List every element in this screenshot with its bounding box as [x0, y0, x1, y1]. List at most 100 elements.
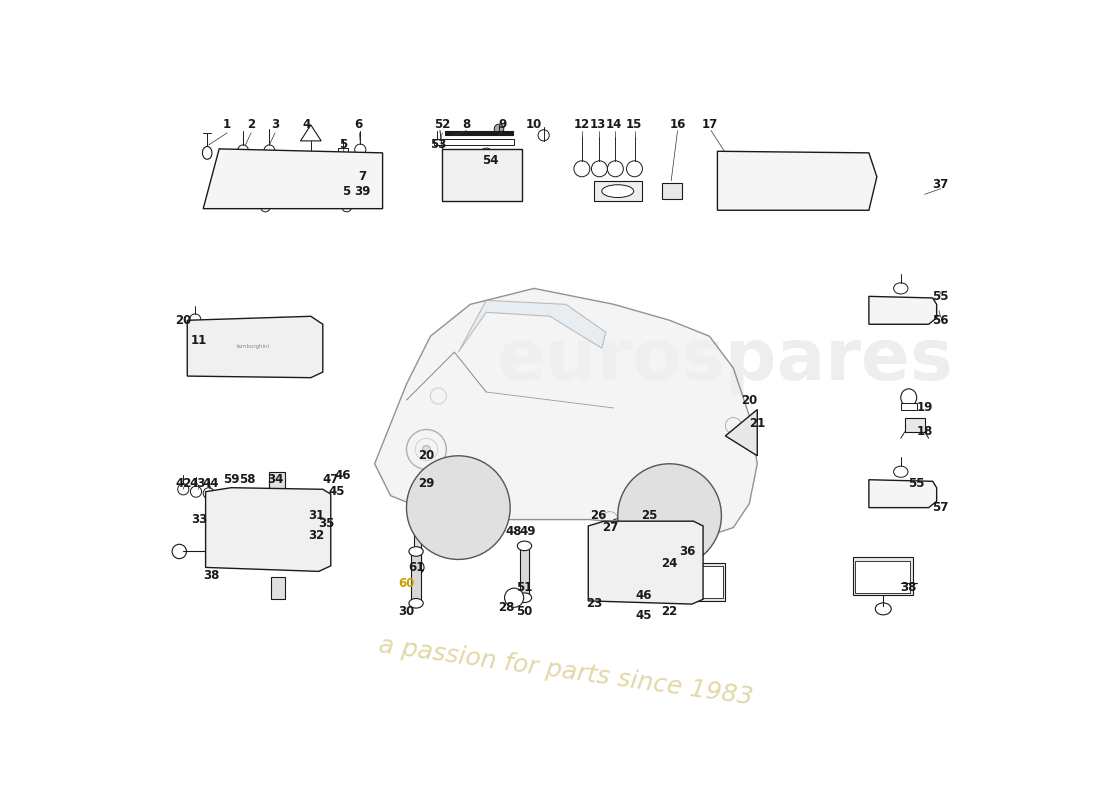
Text: 35: 35	[319, 517, 336, 530]
Ellipse shape	[883, 304, 922, 317]
Ellipse shape	[331, 167, 354, 194]
Circle shape	[725, 418, 741, 434]
Text: 8: 8	[462, 118, 471, 131]
Bar	[411, 551, 421, 603]
Ellipse shape	[289, 160, 324, 202]
Text: 36: 36	[679, 545, 695, 558]
Polygon shape	[206, 488, 331, 571]
Text: 45: 45	[636, 609, 652, 622]
Bar	[365, 170, 373, 177]
Circle shape	[505, 588, 524, 607]
Bar	[856, 561, 911, 593]
Ellipse shape	[739, 162, 776, 202]
Ellipse shape	[883, 488, 922, 501]
Bar	[690, 531, 707, 551]
Circle shape	[363, 192, 373, 202]
Bar	[491, 162, 502, 190]
Text: 32: 32	[308, 529, 324, 542]
Text: 56: 56	[933, 314, 949, 326]
Text: 51: 51	[516, 581, 532, 594]
Bar	[905, 418, 925, 432]
Circle shape	[632, 506, 649, 521]
Text: 12: 12	[574, 118, 590, 131]
Ellipse shape	[617, 542, 671, 582]
Circle shape	[189, 314, 201, 325]
Polygon shape	[459, 300, 606, 352]
Ellipse shape	[172, 544, 187, 558]
Ellipse shape	[746, 169, 769, 194]
Text: 24: 24	[661, 557, 678, 570]
Ellipse shape	[893, 283, 907, 294]
Text: 20: 20	[175, 314, 191, 326]
Text: 31: 31	[308, 509, 324, 522]
Text: 42: 42	[175, 478, 191, 490]
Bar	[492, 166, 499, 175]
Circle shape	[354, 144, 366, 155]
Bar	[697, 562, 725, 601]
Polygon shape	[300, 125, 321, 141]
Text: 38: 38	[901, 581, 917, 594]
Text: 23: 23	[585, 597, 602, 610]
Text: 53: 53	[430, 138, 447, 151]
Text: 20: 20	[418, 450, 434, 462]
Circle shape	[647, 507, 660, 519]
Circle shape	[204, 488, 214, 499]
Ellipse shape	[238, 145, 249, 158]
Ellipse shape	[409, 598, 424, 608]
Text: 16: 16	[670, 118, 685, 131]
Text: 37: 37	[933, 178, 949, 191]
Text: 11: 11	[191, 334, 207, 346]
Circle shape	[639, 486, 700, 546]
Circle shape	[178, 484, 189, 495]
Text: 22: 22	[661, 605, 678, 618]
Text: 19: 19	[916, 402, 933, 414]
Text: 46: 46	[334, 470, 351, 482]
Ellipse shape	[260, 167, 282, 194]
Ellipse shape	[815, 162, 851, 202]
Bar	[444, 131, 513, 135]
Circle shape	[658, 504, 682, 527]
Ellipse shape	[517, 541, 531, 550]
Text: 9: 9	[498, 118, 506, 131]
Polygon shape	[717, 151, 877, 210]
Bar	[901, 403, 916, 410]
Circle shape	[422, 446, 430, 454]
Text: 43: 43	[189, 478, 206, 490]
Text: 25: 25	[641, 509, 658, 522]
Bar	[678, 557, 692, 569]
Circle shape	[261, 202, 271, 212]
Ellipse shape	[409, 546, 424, 556]
Text: 44: 44	[202, 478, 219, 490]
Circle shape	[538, 130, 549, 141]
Text: 55: 55	[933, 290, 949, 303]
Bar	[700, 566, 723, 598]
Polygon shape	[869, 296, 937, 324]
Text: 60: 60	[398, 577, 415, 590]
Ellipse shape	[878, 301, 927, 320]
Text: 2: 2	[248, 118, 255, 131]
Ellipse shape	[779, 162, 815, 202]
Polygon shape	[187, 316, 322, 378]
Text: 59: 59	[223, 474, 240, 486]
Text: 47: 47	[322, 474, 339, 486]
Text: 33: 33	[191, 513, 207, 526]
Text: 4: 4	[302, 118, 311, 131]
Circle shape	[342, 202, 352, 212]
Circle shape	[447, 496, 471, 519]
Circle shape	[217, 198, 227, 207]
Text: 10: 10	[526, 118, 542, 131]
Ellipse shape	[893, 466, 907, 478]
Text: 17: 17	[702, 118, 717, 131]
Ellipse shape	[253, 160, 289, 202]
Bar	[459, 162, 470, 190]
Ellipse shape	[786, 169, 808, 194]
Text: 20: 20	[741, 394, 758, 406]
Circle shape	[618, 464, 722, 567]
Ellipse shape	[264, 145, 275, 158]
Text: 58: 58	[239, 474, 255, 486]
Bar	[661, 183, 682, 199]
Polygon shape	[442, 149, 522, 201]
Bar	[474, 162, 485, 190]
Text: lamborghini: lamborghini	[236, 344, 270, 349]
Text: 52: 52	[434, 118, 451, 131]
